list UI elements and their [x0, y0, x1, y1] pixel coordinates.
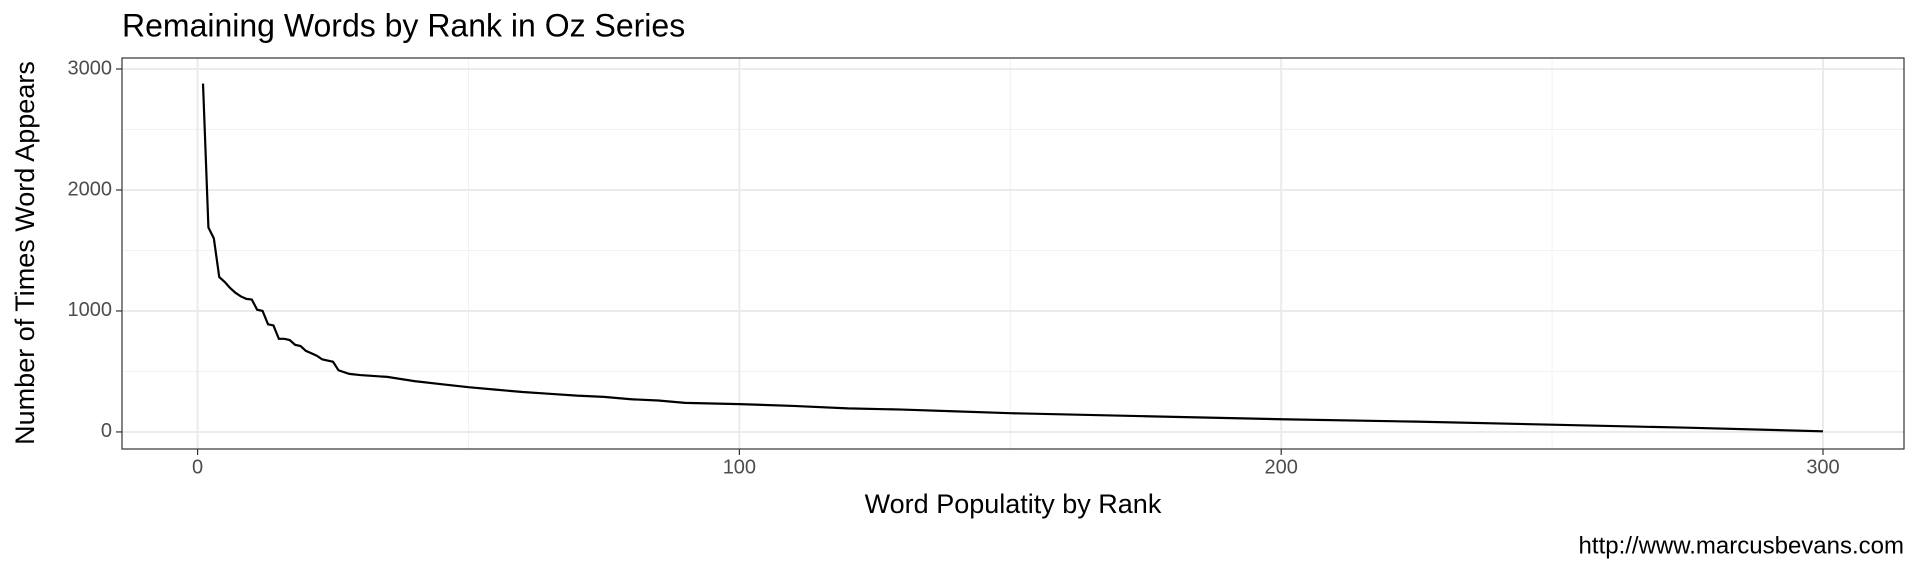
- plot-border: [121, 57, 1905, 450]
- y-tick-label: 1000: [68, 299, 113, 321]
- y-axis-label: Number of Times Word Appears: [10, 61, 40, 445]
- x-tick-label: 100: [723, 456, 756, 478]
- y-tick-label: 2000: [68, 178, 113, 200]
- y-tick-label: 0: [101, 420, 112, 442]
- x-axis-label: Word Populatity by Rank: [865, 489, 1162, 519]
- x-tick-label: 300: [1806, 456, 1839, 478]
- data-line: [201, 83, 1824, 433]
- caption: http://www.marcusbevans.com: [1579, 532, 1904, 559]
- x-tick-label: 200: [1265, 456, 1298, 478]
- y-tick-label: 3000: [68, 57, 113, 79]
- chart-title: Remaining Words by Rank in Oz Series: [122, 7, 685, 43]
- x-tick-label: 0: [192, 456, 203, 478]
